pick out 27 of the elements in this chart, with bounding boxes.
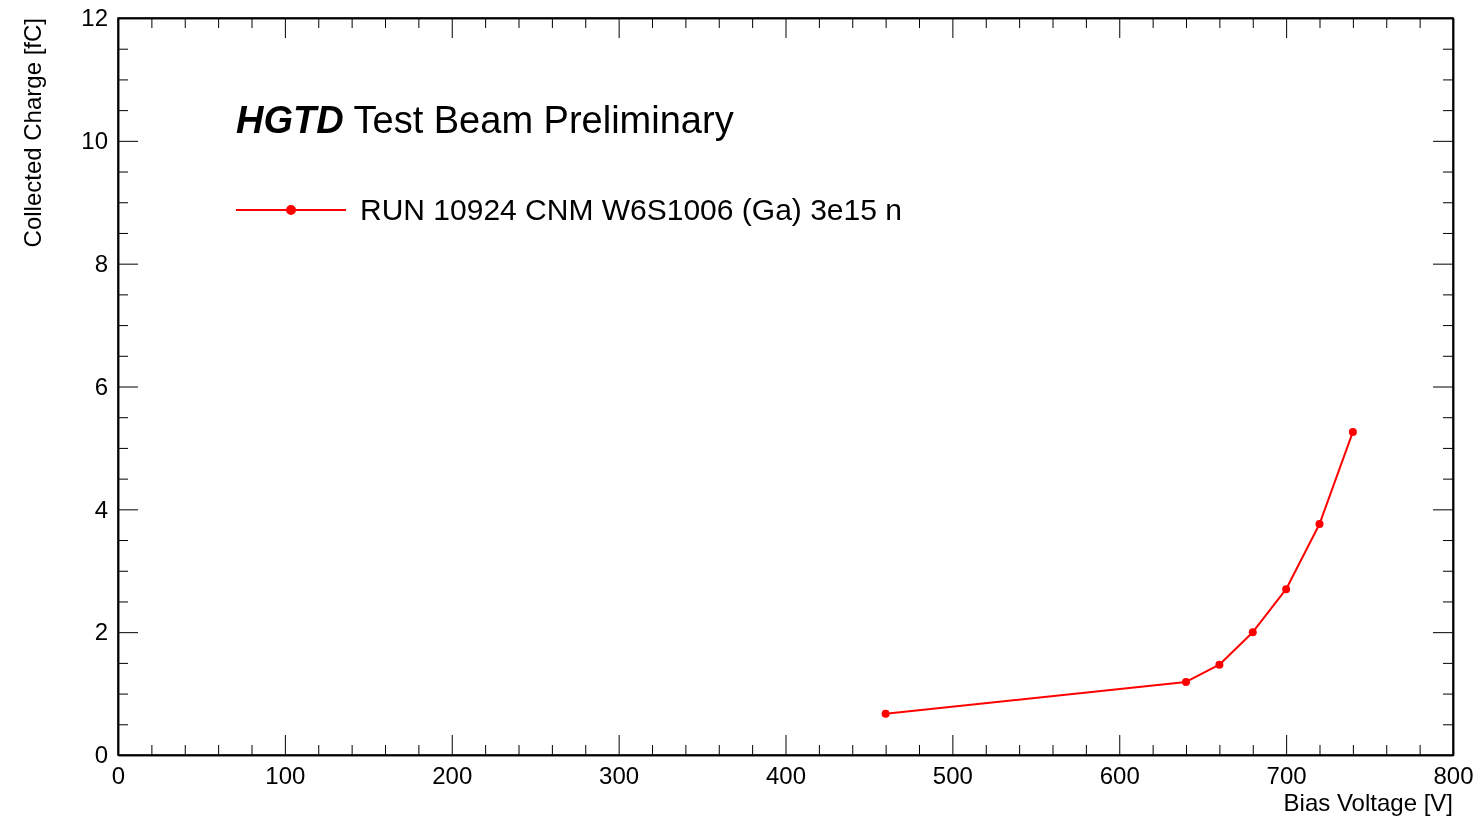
y-tick-label: 8: [94, 249, 108, 277]
point: [1248, 628, 1257, 637]
x-tick-label: 500: [932, 762, 973, 790]
y-tick-label: 0: [94, 741, 108, 769]
x-tick-label: 600: [1099, 762, 1140, 790]
point: [1315, 520, 1324, 529]
point: [1348, 427, 1357, 436]
point: [1282, 585, 1291, 594]
x-tick-label: 700: [1266, 762, 1307, 790]
y-tick-label: 10: [81, 127, 108, 155]
x-tick-label: 0: [111, 762, 126, 790]
y-tick-label: 2: [94, 618, 108, 646]
x-tick-label: 200: [432, 762, 473, 790]
y-tick-label: 6: [94, 372, 108, 400]
x-tick-label: 800: [1433, 762, 1474, 790]
x-tick-label: 100: [265, 762, 306, 790]
x-axis-title: Bias Voltage [V]: [1283, 789, 1453, 816]
text: HGTD Test Beam Preliminary: [236, 99, 734, 141]
y-tick-label: 4: [94, 495, 108, 523]
x-tick-label: 400: [765, 762, 807, 790]
point: [1182, 677, 1190, 686]
point: [881, 709, 890, 718]
point: [1215, 660, 1224, 669]
y-tick-label: 12: [81, 4, 108, 32]
legend-label: RUN 10924 CNM W6S1006 (Ga) 3e15 n: [360, 193, 902, 226]
x-tick-label: 300: [599, 762, 640, 790]
y-axis-title: Collected Charge [fC]: [19, 18, 46, 248]
